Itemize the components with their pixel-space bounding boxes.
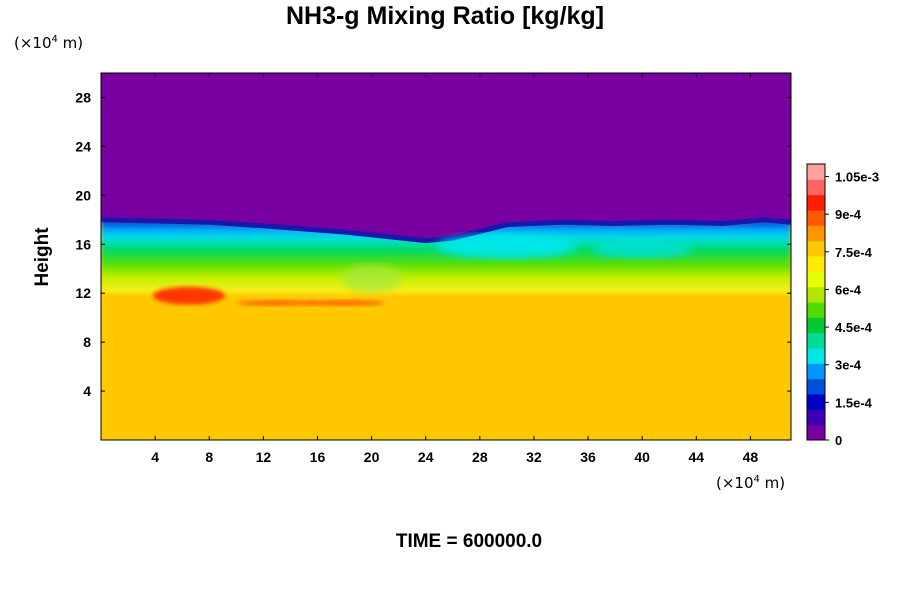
cyan-patch	[436, 234, 577, 259]
y-tick-label: 12	[75, 285, 91, 301]
colorbar-segment	[807, 409, 825, 426]
x-axis: 4 8 12 16 20 24 28 32 36 40 44 48	[151, 73, 758, 465]
high-value-patch	[236, 299, 317, 306]
x-tick-label: 20	[364, 449, 380, 465]
x-tick-label: 36	[580, 449, 596, 465]
x-tick-label: 48	[743, 449, 759, 465]
chart-title: NH3-g Mixing Ratio [kg/kg]	[285, 2, 605, 30]
colorbar-tick-label: 1.5e-4	[835, 395, 873, 410]
colorbar-tick-label: 0	[835, 433, 842, 448]
colorbar-segment	[807, 317, 825, 334]
y-tick-label: 20	[75, 187, 91, 203]
x-tick-label: 24	[418, 449, 434, 465]
x-tick-label: 4	[151, 449, 159, 465]
colorbar-segment	[807, 164, 825, 180]
boundary-edge	[101, 217, 791, 244]
colorbar-segment	[807, 271, 825, 288]
y-axis-unit: (×104 m)	[14, 34, 84, 52]
y-tick-label: 24	[75, 138, 91, 154]
colorbar-segment	[807, 394, 825, 410]
high-value-patch	[304, 299, 385, 306]
x-tick-label: 40	[634, 449, 650, 465]
y-axis: 4 8 12 16 20 24 28	[75, 89, 791, 399]
colorbar-tick-label: 3e-4	[835, 358, 862, 373]
y-tick-label: 4	[83, 383, 91, 399]
x-tick-label: 44	[689, 449, 705, 465]
colorbar-segment	[807, 332, 825, 349]
x-tick-label: 16	[310, 449, 326, 465]
x-tick-label: 32	[526, 449, 542, 465]
colorbar-segment	[807, 240, 825, 257]
mixing-layer	[101, 219, 791, 294]
colorbar-tick-label: 7.5e-4	[835, 245, 873, 260]
colorbar-segment	[807, 210, 825, 226]
cyan-patch	[592, 240, 693, 259]
colorbar-segment	[807, 424, 825, 441]
x-axis-unit: (×104 m)	[716, 474, 786, 492]
high-value-patch	[152, 286, 225, 305]
colorbar-tick-label: 9e-4	[835, 207, 862, 222]
y-tick-label: 16	[75, 236, 91, 252]
x-tick-label: 12	[256, 449, 272, 465]
colorbar-tick-label: 1.05e-3	[835, 170, 879, 185]
colorbar-tick-label: 6e-4	[835, 282, 862, 297]
colorbar-segment	[807, 194, 825, 211]
y-tick-label: 28	[75, 89, 91, 105]
upper-region	[101, 73, 791, 241]
green-patch	[341, 264, 402, 293]
x-tick-label: 28	[472, 449, 488, 465]
colorbar-segment	[807, 179, 825, 196]
x-tick-label: 8	[205, 449, 213, 465]
colorbar-segment	[807, 256, 825, 272]
colorbar-segment	[807, 302, 825, 318]
plot-frame	[100, 72, 792, 441]
colorbar-tick-label: 4.5e-4	[835, 320, 873, 335]
colorbar: 0 1.5e-4 3e-4 4.5e-4 6e-4 7.5e-4 9e-4 1.05e-3	[806, 163, 879, 448]
colorbar-frame	[806, 163, 826, 441]
colorbar-segment	[807, 225, 825, 242]
colorbar-segment	[807, 286, 825, 303]
colorbar-segment	[807, 348, 825, 364]
time-label: TIME = 600000.0	[395, 531, 543, 552]
colorbar-segment	[807, 363, 825, 380]
colorbar-segment	[807, 378, 825, 395]
y-tick-label: 8	[83, 334, 91, 350]
field-layer	[101, 73, 791, 440]
